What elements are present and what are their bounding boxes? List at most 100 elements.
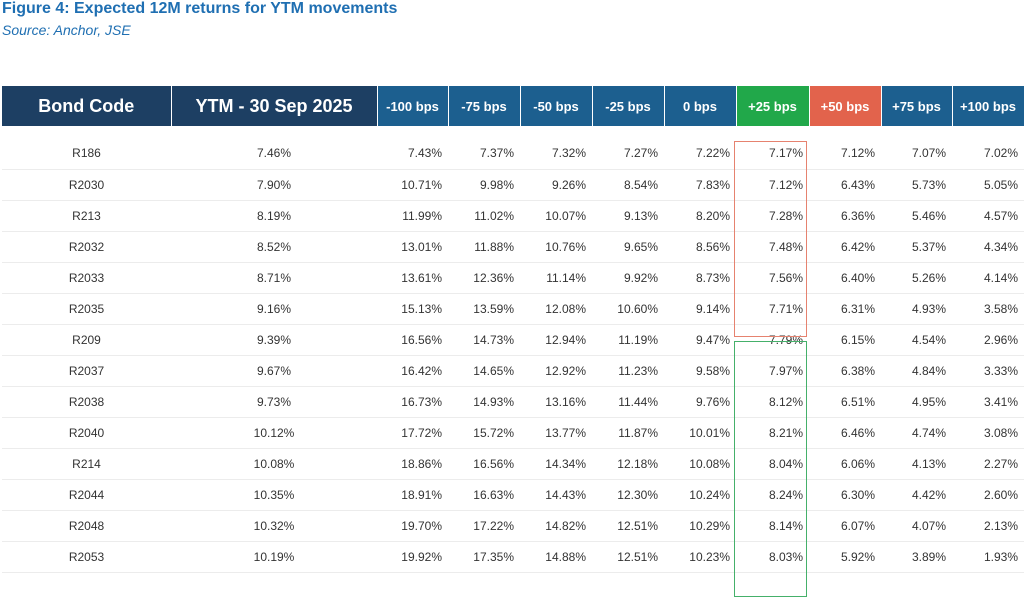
return-cell: 9.14% [664, 293, 736, 325]
col-header-minus-100: -100 bps [377, 86, 449, 126]
return-cell: 12.18% [592, 448, 664, 480]
ytm-cell: 7.46% [171, 138, 377, 170]
return-cell: 2.13% [952, 510, 1024, 542]
bond-code-cell: R2048 [2, 510, 171, 542]
return-cell: 2.60% [952, 479, 1024, 511]
return-cell: 3.41% [952, 386, 1024, 418]
return-cell: 15.13% [377, 293, 448, 325]
bond-code-cell: R2053 [2, 541, 171, 573]
return-cell: 6.40% [809, 262, 881, 294]
return-cell: 11.87% [592, 417, 664, 449]
return-cell: 6.51% [809, 386, 881, 418]
col-header-plus-75: +75 bps [881, 86, 953, 126]
return-cell: 7.79% [736, 324, 809, 356]
return-cell: 4.34% [952, 231, 1024, 263]
return-cell: 10.71% [377, 169, 448, 201]
return-cell: 12.30% [592, 479, 664, 511]
return-cell: 9.58% [664, 355, 736, 387]
return-cell: 9.92% [592, 262, 664, 294]
return-cell: 8.03% [736, 541, 809, 573]
return-cell: 8.21% [736, 417, 809, 449]
return-cell: 17.35% [448, 541, 520, 573]
return-cell: 10.60% [592, 293, 664, 325]
col-header-zero: 0 bps [664, 86, 737, 126]
return-cell: 7.56% [736, 262, 809, 294]
return-cell: 8.54% [592, 169, 664, 201]
return-cell: 17.22% [448, 510, 520, 542]
return-cell: 7.22% [664, 138, 736, 170]
ytm-cell: 10.19% [171, 541, 377, 573]
bond-code-cell: R2044 [2, 479, 171, 511]
return-cell: 2.96% [952, 324, 1024, 356]
returns-table: Bond Code YTM - 30 Sep 2025 -100 bps -75… [2, 86, 1024, 573]
return-cell: 13.61% [377, 262, 448, 294]
return-cell: 6.43% [809, 169, 881, 201]
return-cell: 7.17% [736, 138, 809, 170]
return-cell: 15.72% [448, 417, 520, 449]
return-cell: 8.04% [736, 448, 809, 480]
return-cell: 4.93% [881, 293, 952, 325]
ytm-cell: 10.32% [171, 510, 377, 542]
figure-title: Figure 4: Expected 12M returns for YTM m… [2, 0, 398, 17]
return-cell: 14.73% [448, 324, 520, 356]
ytm-cell: 9.16% [171, 293, 377, 325]
return-cell: 10.24% [664, 479, 736, 511]
return-cell: 6.06% [809, 448, 881, 480]
return-cell: 12.94% [520, 324, 592, 356]
return-cell: 4.57% [952, 200, 1024, 232]
return-cell: 6.38% [809, 355, 881, 387]
return-cell: 6.36% [809, 200, 881, 232]
table-row: R2053 10.19% 19.92% 17.35% 14.88% 12.51% 10.23… [2, 541, 1024, 573]
return-cell: 16.63% [448, 479, 520, 511]
return-cell: 9.76% [664, 386, 736, 418]
return-cell: 3.33% [952, 355, 1024, 387]
return-cell: 5.92% [809, 541, 881, 573]
ytm-cell: 9.73% [171, 386, 377, 418]
table-row: R2032 8.52% 13.01% 11.88% 10.76% 9.65% 8.56% 7.… [2, 231, 1024, 263]
return-cell: 9.26% [520, 169, 592, 201]
return-cell: 6.15% [809, 324, 881, 356]
col-header-bond-code: Bond Code [2, 86, 172, 126]
return-cell: 8.73% [664, 262, 736, 294]
return-cell: 13.59% [448, 293, 520, 325]
col-header-minus-75: -75 bps [448, 86, 521, 126]
ytm-cell: 9.67% [171, 355, 377, 387]
table-row: R2037 9.67% 16.42% 14.65% 12.92% 11.23% 9.58% 7… [2, 355, 1024, 387]
return-cell: 16.73% [377, 386, 448, 418]
table-row: R2048 10.32% 19.70% 17.22% 14.82% 12.51% 10.29… [2, 510, 1024, 542]
return-cell: 7.71% [736, 293, 809, 325]
bond-code-cell: R2040 [2, 417, 171, 449]
bond-code-cell: R2038 [2, 386, 171, 418]
return-cell: 16.56% [377, 324, 448, 356]
return-cell: 14.82% [520, 510, 592, 542]
return-cell: 12.92% [520, 355, 592, 387]
return-cell: 9.13% [592, 200, 664, 232]
figure-source: Source: Anchor, JSE [2, 22, 131, 38]
return-cell: 7.83% [664, 169, 736, 201]
return-cell: 11.02% [448, 200, 520, 232]
return-cell: 3.89% [881, 541, 952, 573]
bond-code-cell: R2035 [2, 293, 171, 325]
return-cell: 4.95% [881, 386, 952, 418]
return-cell: 6.46% [809, 417, 881, 449]
return-cell: 14.65% [448, 355, 520, 387]
return-cell: 7.43% [377, 138, 448, 170]
bond-code-cell: R2033 [2, 262, 171, 294]
col-header-plus-100: +100 bps [952, 86, 1024, 126]
return-cell: 14.88% [520, 541, 592, 573]
return-cell: 17.72% [377, 417, 448, 449]
table-row: R213 8.19% 11.99% 11.02% 10.07% 9.13% 8.20% 7.2… [2, 200, 1024, 232]
return-cell: 7.27% [592, 138, 664, 170]
return-cell: 5.37% [881, 231, 952, 263]
return-cell: 14.93% [448, 386, 520, 418]
bond-code-cell: R214 [2, 448, 171, 480]
return-cell: 7.12% [736, 169, 809, 201]
bond-code-cell: R186 [2, 138, 171, 170]
return-cell: 8.56% [664, 231, 736, 263]
col-header-plus-25: +25 bps [736, 86, 810, 126]
return-cell: 11.14% [520, 262, 592, 294]
return-cell: 11.88% [448, 231, 520, 263]
return-cell: 10.08% [664, 448, 736, 480]
ytm-cell: 7.90% [171, 169, 377, 201]
table-row: R2044 10.35% 18.91% 16.63% 14.43% 12.30% 10.24… [2, 479, 1024, 511]
